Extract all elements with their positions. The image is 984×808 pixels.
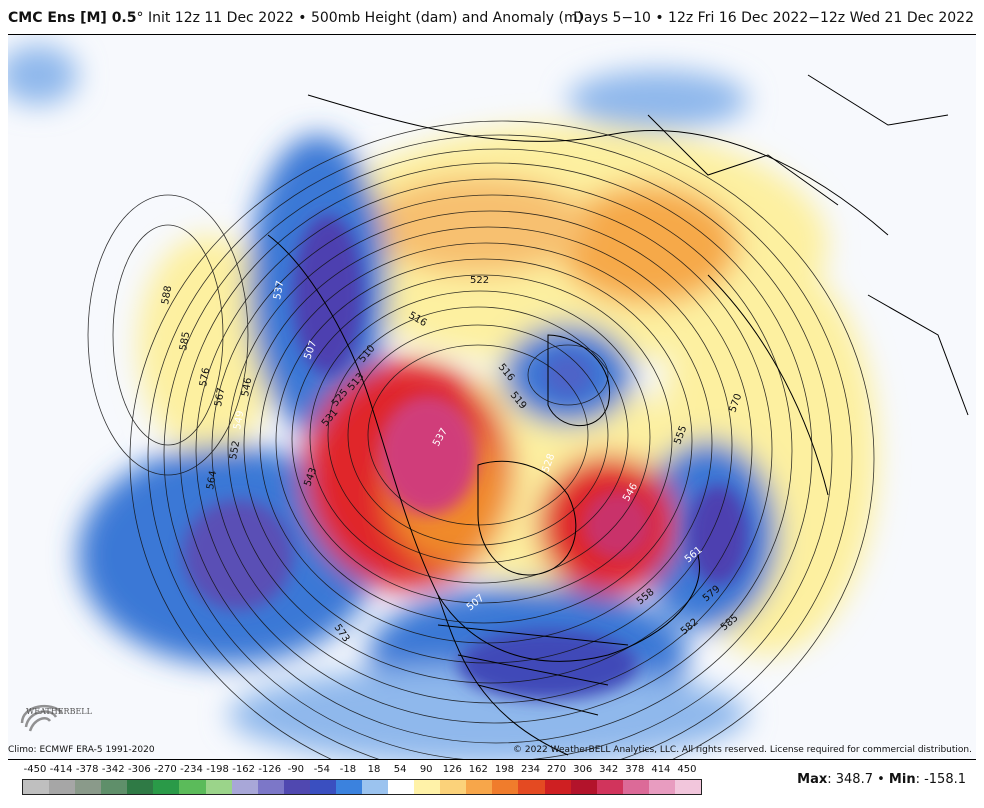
colorbar-cell bbox=[101, 780, 128, 794]
weatherbell-logo: WEATHERBELL bbox=[20, 704, 93, 732]
colorbar-cell bbox=[75, 780, 102, 794]
separator: • bbox=[872, 772, 889, 787]
colorbar-tick-label: 306 bbox=[573, 764, 593, 775]
colorbar-tick-label: 126 bbox=[442, 764, 462, 775]
colorbar-tick-label: 234 bbox=[520, 764, 541, 775]
logo-text: WEATHERBELL bbox=[26, 707, 93, 716]
colorbar-tick-label: -306 bbox=[127, 764, 151, 775]
coastlines bbox=[267, 74, 969, 756]
colorbar-cell bbox=[309, 780, 336, 794]
colorbar-cell bbox=[127, 780, 154, 794]
colorbar-cell bbox=[648, 780, 675, 794]
colorbar-tick-label: -162 bbox=[232, 764, 255, 775]
colorbar-tick-label: -342 bbox=[101, 764, 125, 775]
contour-label: 567 bbox=[213, 387, 227, 408]
colorbar-cell bbox=[544, 780, 571, 794]
colorbar-cell bbox=[466, 780, 493, 794]
map-panel: 588 585 576 567 546 549 552 564 537 507 … bbox=[8, 34, 976, 760]
degree-mark: ° bbox=[136, 10, 144, 26]
colorbar-ticks: -450 -414 -378 -342 -306 -270 -234 -198 -162 -126… bbox=[18, 764, 702, 778]
colorbar-cell bbox=[49, 780, 76, 794]
contour-label: 522 bbox=[470, 275, 489, 286]
colorbar-cell bbox=[283, 780, 310, 794]
anomaly-map: 588 585 576 567 546 549 552 564 537 507 … bbox=[8, 35, 976, 759]
colorbar-tick-label: 90 bbox=[419, 764, 433, 775]
colorbar-tick-label: 342 bbox=[599, 764, 619, 775]
colorbar-bar bbox=[22, 779, 702, 795]
header: CMC Ens [M] 0.5° Init 12z 11 Dec 2022 • … bbox=[0, 0, 984, 34]
max-value: : 348.7 bbox=[827, 772, 873, 787]
min-value: : -158.1 bbox=[915, 772, 966, 787]
colorbar-tick-label: 198 bbox=[494, 764, 514, 775]
colorbar-tick-label: 378 bbox=[625, 764, 645, 775]
colorbar-cell bbox=[674, 780, 702, 794]
colorbar-cell bbox=[335, 780, 363, 794]
contour-label: 552 bbox=[228, 440, 242, 461]
colorbar-tick-label: -54 bbox=[313, 764, 331, 775]
contour-label: 564 bbox=[205, 470, 219, 491]
colorbar-cell bbox=[414, 780, 441, 794]
model-name: CMC Ens [M] 0.5 bbox=[8, 10, 137, 26]
colorbar: -450 -414 -378 -342 -306 -270 -234 -198 -162 -126… bbox=[18, 764, 702, 804]
colorbar-tick-label: 54 bbox=[393, 764, 407, 775]
colorbar-cell bbox=[596, 780, 623, 794]
max-label: Max bbox=[797, 772, 828, 787]
colorbar-cell bbox=[518, 780, 545, 794]
colorbar-tick-label: -378 bbox=[75, 764, 99, 775]
colorbar-cell bbox=[179, 780, 206, 794]
colorbar-cell bbox=[492, 780, 519, 794]
contour-label: 585 bbox=[178, 331, 192, 352]
colorbar-cell bbox=[231, 780, 258, 794]
colorbar-tick-label: 414 bbox=[651, 764, 671, 775]
climo-note: Climo: ECMWF ERA-5 1991-2020 bbox=[8, 745, 155, 755]
colorbar-cell bbox=[622, 780, 649, 794]
colorbar-cell bbox=[570, 780, 597, 794]
colorbar-cell bbox=[388, 780, 415, 794]
colorbar-tick-label: 450 bbox=[677, 764, 697, 775]
contour-label: 537 bbox=[272, 280, 286, 301]
colorbar-cell bbox=[153, 780, 180, 794]
contour-label: 576 bbox=[198, 367, 212, 388]
colorbar-cell bbox=[440, 780, 467, 794]
colorbar-cell bbox=[205, 780, 232, 794]
max-min-summary: Max: 348.7 • Min: -158.1 bbox=[797, 772, 966, 787]
contour-label: 546 bbox=[240, 377, 254, 398]
contour-label: 588 bbox=[160, 285, 174, 306]
colorbar-tick-label: 18 bbox=[367, 764, 381, 775]
min-label: Min bbox=[888, 772, 916, 787]
height-contours bbox=[87, 120, 875, 759]
colorbar-cell bbox=[257, 780, 284, 794]
copyright-note: © 2022 WeatherBELL Analytics, LLC. All r… bbox=[513, 745, 972, 755]
colorbar-tick-label: -414 bbox=[49, 764, 73, 775]
init-text: Init 12z 11 Dec 2022 • 500mb Height (dam… bbox=[143, 10, 584, 26]
colorbar-tick-label: 162 bbox=[468, 764, 488, 775]
colorbar-tick-label: -198 bbox=[206, 764, 229, 775]
colorbar-tick-label: -234 bbox=[180, 764, 203, 775]
colorbar-cell bbox=[23, 780, 50, 794]
colorbar-tick-label: 270 bbox=[547, 764, 567, 775]
map-title: CMC Ens [M] 0.5° Init 12z 11 Dec 2022 • … bbox=[8, 10, 583, 26]
colorbar-cell bbox=[362, 780, 389, 794]
contour-label: 549 bbox=[232, 410, 246, 431]
colorbar-tick-label: -18 bbox=[339, 764, 357, 775]
colorbar-tick-label: -126 bbox=[258, 764, 282, 775]
colorbar-tick-label: -90 bbox=[287, 764, 304, 775]
colorbar-tick-label: -450 bbox=[23, 764, 47, 775]
colorbar-tick-label: -270 bbox=[154, 764, 177, 775]
valid-period: Days 5−10 • 12z Fri 16 Dec 2022−12z Wed … bbox=[573, 10, 974, 26]
